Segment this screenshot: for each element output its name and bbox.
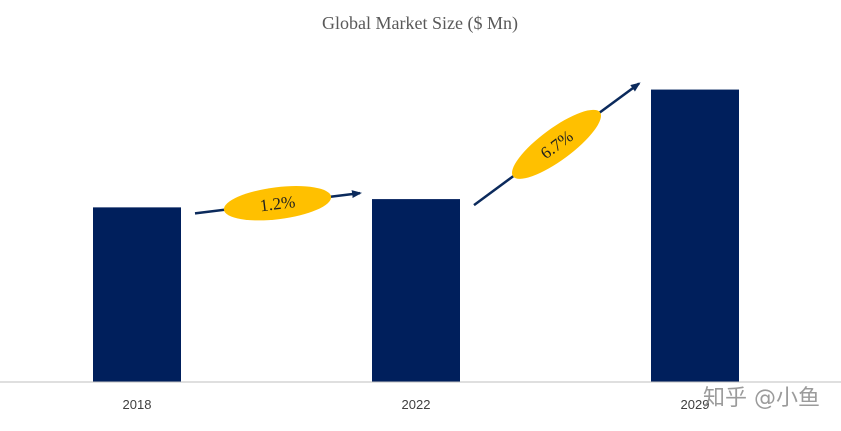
growth-rate-label: 1.2% [259,192,296,215]
growth-badge-1: 1.2% [223,186,332,221]
growth-badge-ellipse [511,109,602,179]
growth-badge-2: 6.7% [511,109,602,179]
bar-2029 [651,89,739,383]
watermark: 知乎 @小鱼 [703,386,820,411]
chart-title: Global Market Size ($ Mn) [322,13,518,34]
bar-2022 [372,199,460,382]
bar-2018 [93,207,181,382]
growth-badge-ellipse [223,186,332,221]
x-tick-label-2022: 2022 [402,397,431,412]
x-tick-label-2029: 2029 [681,397,710,412]
x-tick-label-2018: 2018 [123,397,152,412]
